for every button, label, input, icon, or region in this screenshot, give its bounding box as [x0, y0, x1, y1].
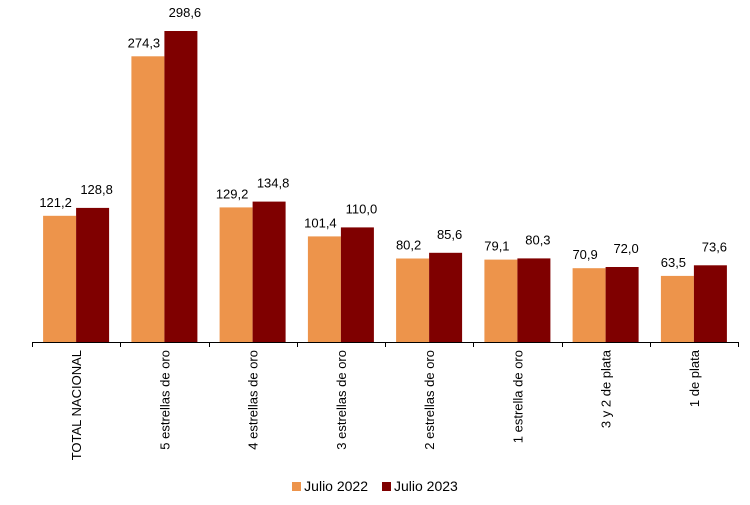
data-labels-group: 121,2 128,8 274,3 298,6 129,2 134,8 101,4 110,0…: [39, 5, 727, 270]
legend-item-julio-2022: Julio 2022: [292, 478, 368, 494]
category-label-4-estrellas-de-oro: 4 estrellas de oro: [246, 350, 261, 450]
data-label-julio-2022-5-estrellas-de-oro: 274,3: [128, 35, 161, 50]
bar-julio-2022-4-estrellas-de-oro: [219, 207, 253, 342]
data-label-julio-2022-total-nacional: 121,2: [39, 195, 72, 210]
data-label-julio-2023-4-estrellas-de-oro: 134,8: [257, 176, 290, 191]
bar-chart: 121,2 128,8 274,3 298,6 129,2 134,8 101,4 110,0…: [32, 5, 739, 460]
data-label-julio-2023-1-estrella-de-oro: 80,3: [525, 232, 550, 247]
bar-julio-2022-1-de-plata: [660, 275, 694, 342]
bar-julio-2023-2-estrellas-de-oro: [429, 252, 463, 342]
bar-julio-2022-total-nacional: [43, 215, 77, 342]
legend-item-julio-2023: Julio 2023: [382, 478, 458, 494]
category-labels-group: TOTAL NACIONAL 5 estrellas de oro 4 estrel…: [69, 349, 702, 460]
bar-julio-2023-1-de-plata: [693, 265, 727, 342]
legend-swatch-julio-2022: [292, 481, 302, 491]
data-label-julio-2022-1-de-plata: 63,5: [661, 255, 686, 270]
data-label-julio-2022-3-y-2-de-plata: 70,9: [572, 247, 597, 262]
legend-label-julio-2023: Julio 2023: [394, 478, 458, 494]
data-label-julio-2023-3-estrellas-de-oro: 110,0: [346, 201, 378, 216]
bars-group: [43, 31, 727, 343]
x-axis-ticks: [32, 342, 739, 347]
bar-julio-2022-3-estrellas-de-oro: [307, 236, 341, 342]
bar-julio-2022-3-y-2-de-plata: [572, 268, 606, 342]
category-label-5-estrellas-de-oro: 5 estrellas de oro: [157, 350, 172, 450]
category-label-3-y-2-de-plata: 3 y 2 de plata: [599, 349, 614, 428]
bar-julio-2023-1-estrella-de-oro: [517, 258, 551, 342]
bar-julio-2023-total-nacional: [76, 207, 110, 342]
legend: Julio 2022 Julio 2023: [0, 478, 750, 494]
legend-swatch-julio-2023: [382, 481, 391, 491]
bar-julio-2022-1-estrella-de-oro: [484, 259, 518, 342]
data-label-julio-2023-3-y-2-de-plata: 72,0: [613, 241, 638, 256]
bar-julio-2023-5-estrellas-de-oro: [164, 31, 198, 342]
category-label-total-nacional: TOTAL NACIONAL: [69, 350, 84, 460]
bar-julio-2022-5-estrellas-de-oro: [131, 56, 165, 343]
bar-julio-2023-3-estrellas-de-oro: [340, 227, 374, 342]
data-label-julio-2023-2-estrellas-de-oro: 85,6: [437, 227, 462, 242]
legend-label-julio-2022: Julio 2022: [304, 478, 368, 494]
data-label-julio-2022-1-estrella-de-oro: 79,1: [484, 239, 509, 254]
category-label-1-estrella-de-oro: 1 estrella de oro: [510, 350, 525, 443]
bar-julio-2022-2-estrellas-de-oro: [396, 258, 430, 342]
data-label-julio-2023-1-de-plata: 73,6: [702, 239, 727, 254]
category-label-3-estrellas-de-oro: 3 estrellas de oro: [334, 350, 349, 450]
bar-julio-2023-3-y-2-de-plata: [605, 267, 639, 342]
data-label-julio-2022-3-estrellas-de-oro: 101,4: [304, 215, 337, 230]
data-label-julio-2023-5-estrellas-de-oro: 298,6: [169, 5, 202, 20]
data-label-julio-2023-total-nacional: 128,8: [80, 182, 113, 197]
category-label-2-estrellas-de-oro: 2 estrellas de oro: [422, 350, 437, 450]
category-label-1-de-plata: 1 de plata: [687, 349, 702, 407]
data-label-julio-2022-4-estrellas-de-oro: 129,2: [216, 186, 249, 201]
data-label-julio-2022-2-estrellas-de-oro: 80,2: [396, 238, 421, 253]
bar-julio-2023-4-estrellas-de-oro: [252, 201, 286, 342]
